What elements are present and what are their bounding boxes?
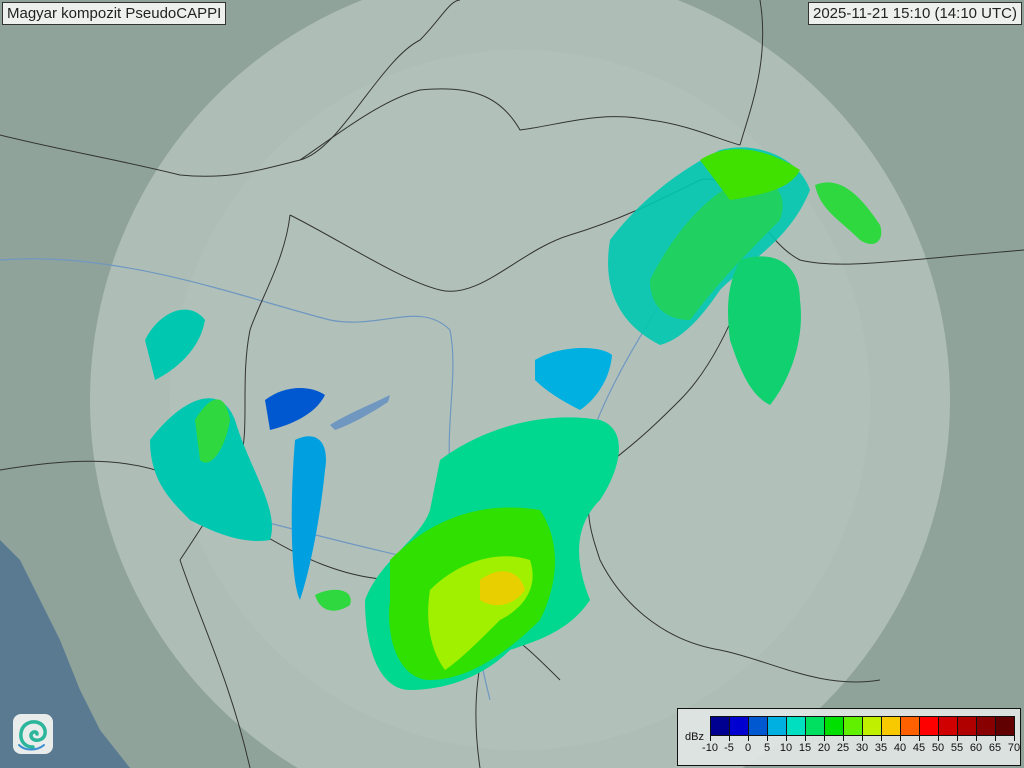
legend-swatch	[825, 717, 844, 735]
legend-tick-mark	[824, 735, 825, 741]
legend-tick-mark	[1014, 735, 1015, 741]
legend-unit: dBz	[685, 731, 704, 743]
timestamp-label: 2025-11-21 15:10 (14:10 UTC)	[807, 2, 1022, 25]
legend-tick-mark	[976, 735, 977, 741]
legend-tick-mark	[805, 735, 806, 741]
legend-swatch	[711, 717, 730, 735]
legend-tick-mark	[710, 735, 711, 741]
legend-tick-label: 45	[912, 742, 926, 754]
legend-swatch	[730, 717, 749, 735]
legend-swatch	[996, 717, 1014, 735]
legend-ticks: -10 -5 0 5 10 15 20 25 30 35 40 45 50 55 60 65 70	[702, 735, 1020, 762]
legend-swatch	[844, 717, 863, 735]
adriatic-sea	[0, 540, 130, 768]
legend-tick-mark	[748, 735, 749, 741]
legend-tick-label: -10	[702, 742, 718, 754]
legend-tick-mark	[881, 735, 882, 741]
legend-tick-mark	[843, 735, 844, 741]
legend-tick-mark	[729, 735, 730, 741]
legend-tick-label: 10	[779, 742, 793, 754]
legend-tick-label: 70	[1007, 742, 1021, 754]
product-title: Magyar kompozit PseudoCAPPI	[2, 2, 227, 25]
legend-tick-label: -5	[724, 742, 734, 754]
legend-tick-mark	[900, 735, 901, 741]
legend-tick-mark	[995, 735, 996, 741]
legend-color-bar	[710, 716, 1015, 736]
legend-swatch	[977, 717, 996, 735]
legend-swatch	[901, 717, 920, 735]
legend-tick-mark	[767, 735, 768, 741]
legend-tick-label: 65	[988, 742, 1002, 754]
legend-swatch	[920, 717, 939, 735]
legend-tick-mark	[919, 735, 920, 741]
legend-swatch	[939, 717, 958, 735]
legend-tick-label: 15	[798, 742, 812, 754]
lake-balaton	[330, 395, 390, 430]
legend-tick-label: 55	[950, 742, 964, 754]
legend-tick-label: 5	[763, 742, 771, 754]
legend-tick-label: 40	[893, 742, 907, 754]
legend-tick-label: 20	[817, 742, 831, 754]
legend-swatch	[749, 717, 768, 735]
legend-tick-label: 0	[744, 742, 752, 754]
legend-swatch	[958, 717, 977, 735]
legend-swatch	[768, 717, 787, 735]
legend-swatch	[787, 717, 806, 735]
legend-tick-mark	[938, 735, 939, 741]
legend-swatch	[806, 717, 825, 735]
legend-swatch	[863, 717, 882, 735]
dbz-color-legend: dBz -10 -5 0 5 10 15 20 25 30 35 40 45 50 55 60 65 70	[677, 708, 1021, 766]
legend-tick-label: 25	[836, 742, 850, 754]
legend-tick-mark	[957, 735, 958, 741]
legend-tick-mark	[786, 735, 787, 741]
radar-echoes	[145, 147, 882, 690]
legend-swatch	[882, 717, 901, 735]
legend-tick-label: 60	[969, 742, 983, 754]
legend-tick-label: 30	[855, 742, 869, 754]
legend-tick-mark	[862, 735, 863, 741]
legend-tick-label: 35	[874, 742, 888, 754]
legend-tick-label: 50	[931, 742, 945, 754]
swirl-logo-icon	[13, 714, 53, 754]
